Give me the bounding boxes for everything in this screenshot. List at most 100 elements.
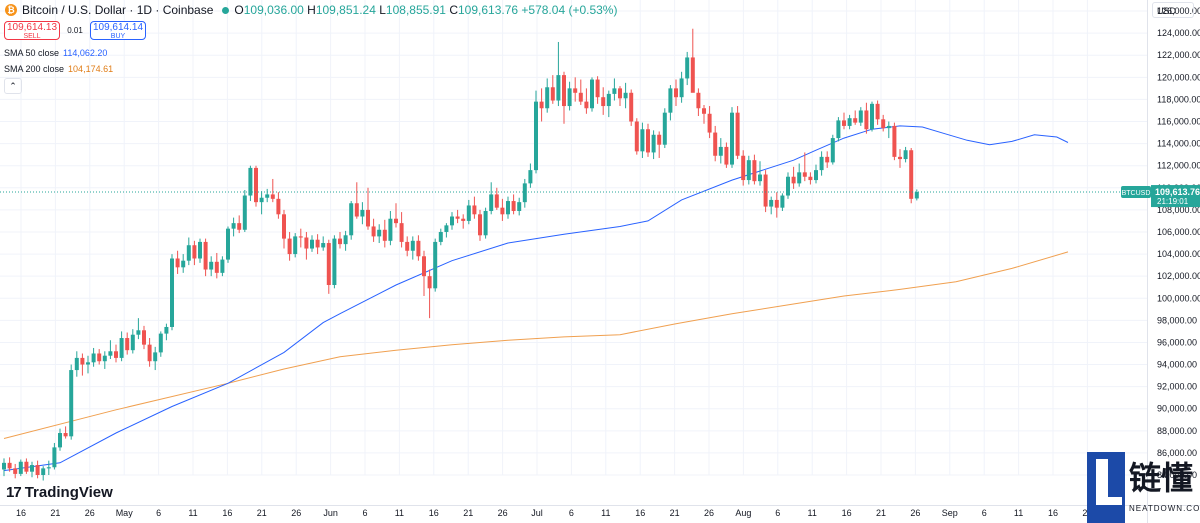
bitcoin-icon: ₿ <box>5 4 17 16</box>
candle <box>842 112 846 130</box>
sma200-legend[interactable]: SMA 200 close 104,174.61 <box>4 64 113 74</box>
candle <box>847 114 852 130</box>
candle <box>2 458 6 477</box>
y-tick-label: 90,000.00 <box>1157 404 1197 414</box>
candle-body <box>472 205 477 215</box>
candle <box>707 106 712 139</box>
candle <box>142 325 146 350</box>
candle <box>590 77 594 112</box>
candle <box>786 172 790 199</box>
candle-body <box>220 259 225 273</box>
candle <box>304 231 309 260</box>
candle-body <box>898 156 902 160</box>
candle-body <box>18 461 23 474</box>
candle <box>595 76 600 104</box>
candle-body <box>791 176 796 184</box>
ohlc-low-label: L <box>379 3 386 17</box>
symbol-legend: ₿ Bitcoin / U.S. Dollar · 1D · Coinbase … <box>5 3 617 17</box>
candle-body <box>175 258 180 268</box>
candle <box>147 338 152 367</box>
spread-value: 0.01 <box>67 26 83 35</box>
candle <box>30 461 34 478</box>
candle-body <box>153 352 158 362</box>
candle <box>114 344 118 363</box>
candle <box>69 364 74 440</box>
candle-body <box>91 353 96 363</box>
y-tick-label: 102,000.00 <box>1157 271 1200 281</box>
candle <box>791 166 796 189</box>
candle <box>539 88 544 122</box>
candle-body <box>550 87 555 101</box>
x-tick-label: 26 <box>704 508 714 518</box>
currency-selector[interactable]: USD <box>1152 2 1194 18</box>
candle <box>500 198 505 221</box>
candle-body <box>853 118 858 123</box>
candle <box>80 353 85 376</box>
candle <box>321 236 326 251</box>
sma50-legend[interactable]: SMA 50 close 114,062.20 <box>4 48 107 58</box>
candle <box>455 209 460 224</box>
candle <box>254 165 258 207</box>
candle-body <box>338 238 342 245</box>
candle-body <box>315 239 320 248</box>
y-tick-label: 106,000.00 <box>1157 227 1200 237</box>
candle-body <box>164 326 169 334</box>
candle-body <box>349 203 354 236</box>
candle <box>836 117 841 142</box>
x-tick-label: 16 <box>16 508 26 518</box>
symbol-title[interactable]: Bitcoin / U.S. Dollar · 1D · Coinbase <box>22 3 214 17</box>
sma200-line <box>3 251 1069 439</box>
candle-body <box>343 235 348 245</box>
candle <box>478 209 482 241</box>
candle <box>298 228 303 248</box>
ohlc-high-value: 109,851.24 <box>315 3 376 17</box>
candle-body <box>651 134 656 153</box>
candle <box>136 318 141 340</box>
candle <box>41 466 46 481</box>
candle <box>24 458 29 474</box>
candle-body <box>114 351 118 358</box>
candle-body <box>511 201 516 211</box>
x-tick-label: 21 <box>50 508 60 518</box>
candle-body <box>422 256 426 277</box>
watermark-url: NEATDOWN.COM <box>1129 504 1200 513</box>
tradingview-mark-icon: 17 <box>6 484 22 501</box>
candle <box>601 87 606 115</box>
candle-body <box>181 260 186 268</box>
candle <box>875 100 880 125</box>
candle <box>315 234 320 255</box>
candle-body <box>444 225 449 232</box>
candle <box>248 165 253 202</box>
candle-body <box>914 192 919 199</box>
sell-button[interactable]: 109,614.13 SELL <box>4 21 60 40</box>
candle-body <box>780 195 785 208</box>
candle-body <box>86 362 90 365</box>
candle <box>763 170 768 213</box>
y-tick-label: 118,000.00 <box>1157 94 1200 104</box>
candle-body <box>657 134 662 145</box>
collapse-legend-button[interactable]: ⌃ <box>4 78 22 94</box>
candle <box>814 164 818 184</box>
candle <box>209 256 214 277</box>
x-tick-label: Aug <box>735 508 751 518</box>
x-tick-label: 11 <box>808 508 817 518</box>
candle <box>270 178 275 203</box>
candle-body <box>80 357 85 365</box>
candle-body <box>388 218 393 241</box>
symbol-tag-bg <box>1121 186 1151 199</box>
candle <box>450 212 454 230</box>
candle-body <box>774 199 779 208</box>
candle-body <box>13 468 18 474</box>
candle <box>153 346 158 371</box>
buy-button[interactable]: 109,614.14 BUY <box>90 21 146 40</box>
candle <box>657 131 662 158</box>
x-tick-label: 21 <box>670 508 680 518</box>
tradingview-logo[interactable]: 17 TradingView <box>6 484 113 501</box>
candle <box>192 240 197 266</box>
ohlc-open-label: O <box>234 3 244 17</box>
candle-body <box>808 176 813 181</box>
ohlc-low-value: 108,855.91 <box>385 3 446 17</box>
candle-body <box>825 156 830 163</box>
candle <box>511 194 516 215</box>
